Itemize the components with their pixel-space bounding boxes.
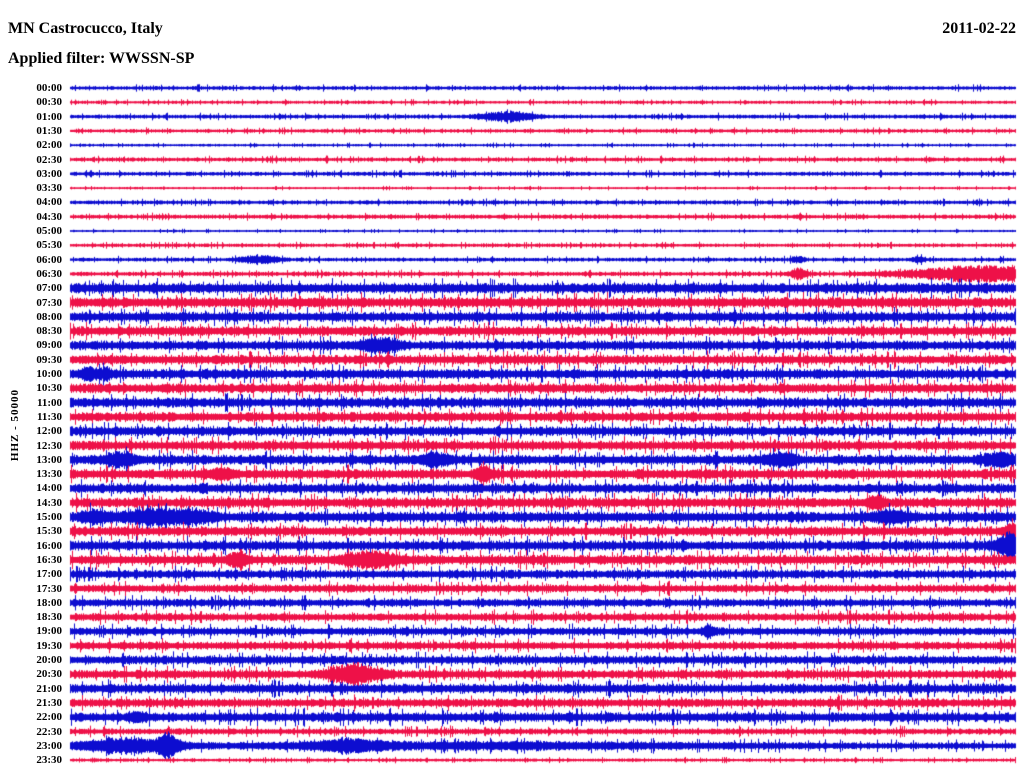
time-label: 02:30 [36,153,62,166]
time-label: 10:00 [36,368,62,380]
time-label: 05:30 [36,239,62,252]
time-label: 17:00 [36,568,62,581]
time-label: 14:00 [36,482,62,495]
time-label: 16:00 [36,539,62,552]
time-label: 18:00 [36,596,62,609]
time-label: 19:00 [36,625,62,638]
time-label: 15:00 [36,511,62,523]
time-label: 09:30 [36,353,62,366]
time-label: 12:30 [36,439,62,452]
time-label: 04:30 [36,210,62,223]
time-label: 23:00 [36,739,62,752]
time-label: 21:00 [36,682,62,695]
time-label: 03:30 [36,182,62,195]
time-label: 08:00 [36,310,62,323]
time-label: 01:30 [36,124,62,137]
time-label: 07:30 [36,296,62,309]
time-label: 04:00 [36,196,62,209]
time-label: 03:00 [36,167,62,180]
time-label: 14:30 [36,496,62,509]
time-label: 00:00 [36,82,62,94]
time-label: 20:30 [36,668,62,681]
time-label: 19:30 [36,639,62,652]
time-label: 17:30 [36,582,62,595]
time-label: 09:00 [36,339,62,352]
time-label: 02:00 [36,139,62,152]
time-label: 21:30 [36,696,62,709]
time-label: 05:00 [36,225,62,237]
time-label: 08:30 [36,325,62,338]
time-label: 15:30 [36,525,62,538]
time-label: 18:30 [36,611,62,624]
time-label: 12:00 [36,425,62,438]
time-label: 06:00 [36,253,62,266]
time-label: 11:30 [36,410,62,423]
time-label: 11:00 [36,396,62,409]
time-label: 06:30 [36,267,62,280]
time-label: 23:30 [36,754,62,767]
time-label: 16:30 [36,553,62,566]
time-label: 22:30 [36,725,62,738]
time-label: 20:00 [36,654,62,666]
time-label: 01:00 [36,110,62,123]
time-label: 13:30 [36,468,62,481]
time-label: 10:30 [36,382,62,395]
time-label: 13:00 [36,453,62,466]
time-label: 00:30 [36,96,62,109]
time-label: 07:00 [36,282,62,295]
time-label: 22:00 [36,711,62,724]
